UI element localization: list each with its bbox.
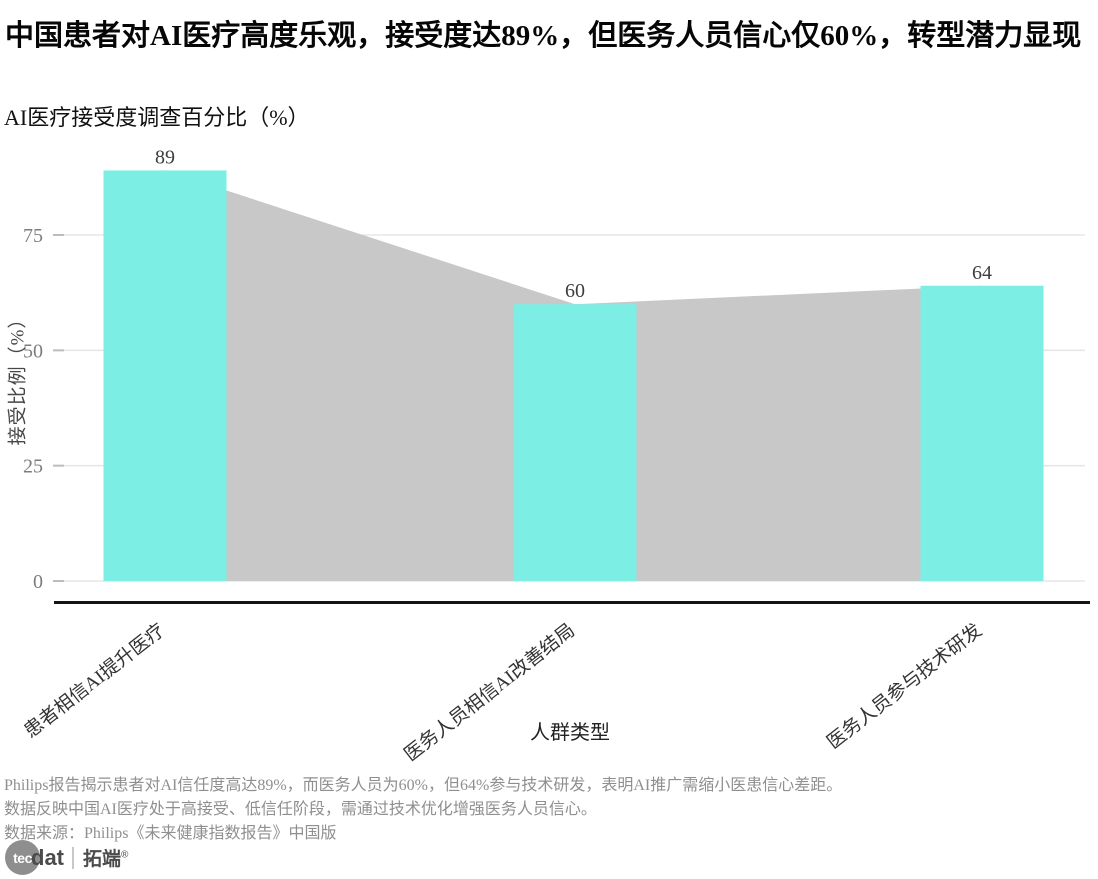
bar-value-label: 60 (565, 280, 585, 302)
logo-cn-chars: 拓端 (83, 849, 122, 870)
footer-note-line: Philips报告揭示患者对AI信任度高达89%，而医务人员为60%，但64%参… (4, 777, 843, 794)
x-axis-title: 人群类型 (530, 722, 610, 744)
tecdat-logo: tec dat 拓端® (5, 840, 128, 875)
bar-2 (920, 285, 1044, 581)
y-tick-label: 50 (23, 340, 43, 362)
logo-divider (72, 846, 74, 869)
bar-value-label: 89 (155, 146, 175, 168)
bar-chart-plot: 0 25 50 75 89 60 64 (23, 146, 1090, 604)
y-tick-label: 25 (23, 456, 43, 478)
registered-mark: ® (121, 849, 129, 861)
footer-notes: Philips报告揭示患者对AI信任度高达89%，而医务人员为60%，但64%参… (4, 774, 1084, 846)
chart-title: 中国患者对AI医疗高度乐观，接受度达89%，但医务人员信心仅60%，转型潜力显现 (5, 20, 1082, 52)
bar-0 (103, 170, 227, 581)
y-tick-label: 75 (23, 225, 43, 247)
tecdat-logo-circle: tec (5, 840, 40, 875)
chart-subtitle: AI医疗接受度调查百分比（%） (4, 105, 310, 130)
x-axis-line (54, 601, 1090, 604)
y-tick-label: 0 (33, 571, 43, 593)
logo-tec-text: tec (13, 849, 32, 866)
y-axis-title: 接受比例（%） (7, 308, 29, 446)
footer-note-line: 数据反映中国AI医疗处于高接受、低信任阶段，需通过技术优化增强医务人员信心。 (4, 801, 597, 818)
logo-cn-text: 拓端® (83, 844, 128, 871)
bar-1 (513, 304, 637, 581)
footer-source-line: 数据来源：Philips《未来健康指数报告》中国版 (4, 825, 337, 842)
logo-dat-text: dat (31, 844, 64, 870)
bar-value-label: 64 (972, 262, 992, 284)
